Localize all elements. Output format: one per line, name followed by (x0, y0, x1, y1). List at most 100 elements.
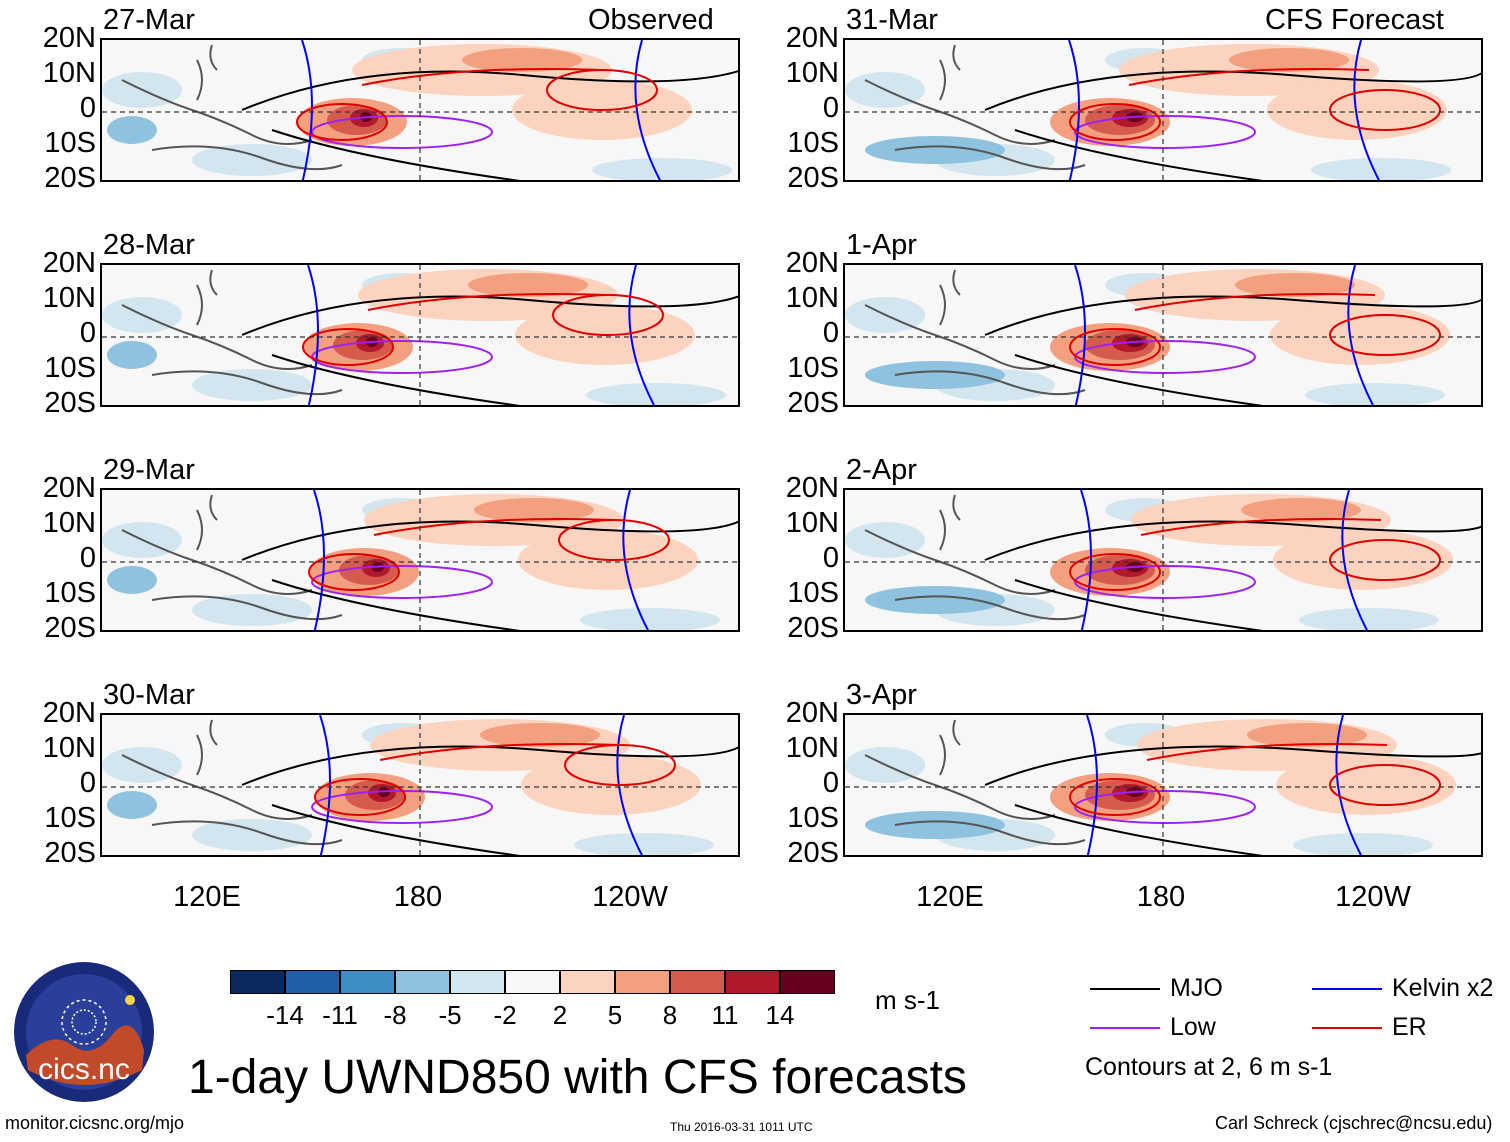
panel-date-left-3: 30-Mar (103, 679, 195, 711)
cics-logo: cics.nc (12, 960, 157, 1105)
colorbar-swatch (560, 970, 615, 994)
colorbar-label: 11 (711, 1000, 739, 1030)
map-panel-left-1 (100, 263, 740, 407)
lat-label: 20N (42, 22, 96, 54)
lon-label: 120W (592, 881, 668, 913)
lat-label: 20N (785, 697, 839, 729)
colorbar-label: 2 (552, 1000, 568, 1030)
lat-label: 20S (787, 612, 839, 644)
lat-label: 10S (44, 352, 96, 384)
map-panel-right-2 (843, 488, 1483, 632)
lat-label: 20S (787, 837, 839, 869)
lat-label: 0 (79, 542, 96, 574)
lat-label: 10S (787, 802, 839, 834)
legend-label: Kelvin x2 (1392, 974, 1494, 1002)
colorbar-label: 8 (662, 1000, 678, 1030)
footer-author: Carl Schreck (cjschrec@ncsu.edu) (1215, 1113, 1493, 1133)
colorbar-swatch (780, 970, 835, 994)
lat-label: 10N (42, 507, 96, 539)
lat-label: 20N (42, 697, 96, 729)
lat-label: 0 (822, 767, 839, 799)
lon-label: 120E (173, 881, 241, 913)
legend-swatch-low (1090, 1027, 1160, 1029)
map-panel-left-2 (100, 488, 740, 632)
legend-swatch-kelvin-x2 (1312, 988, 1382, 990)
lon-label: 120W (1335, 881, 1411, 913)
lat-label: 10N (785, 732, 839, 764)
map-panel-right-0 (843, 38, 1483, 182)
lat-label: 20S (44, 162, 96, 194)
colorbar-label: -2 (493, 1000, 517, 1030)
lon-label: 120E (916, 881, 984, 913)
lat-label: 20N (42, 247, 96, 279)
lat-label: 20N (42, 472, 96, 504)
main-title: 1-day UWND850 with CFS forecasts (188, 1051, 967, 1104)
lat-label: 0 (822, 317, 839, 349)
map-panel-left-3 (100, 713, 740, 857)
legend-swatch-er (1312, 1027, 1382, 1029)
lat-label: 0 (822, 542, 839, 574)
colorbar-swatch (450, 970, 505, 994)
colorbar-swatch (230, 970, 285, 994)
observed-header: Observed (588, 4, 714, 36)
cfs-forecast-header: CFS Forecast (1265, 4, 1444, 36)
colorbar-label: -5 (438, 1000, 462, 1030)
lon-label: 180 (1136, 881, 1186, 913)
lat-label: 20S (44, 612, 96, 644)
panel-date-left-0: 27-Mar (103, 4, 195, 36)
colorbar-label: -8 (383, 1000, 407, 1030)
colorbar-label: 14 (765, 1000, 795, 1030)
lat-label: 0 (822, 92, 839, 124)
map-panel-left-0 (100, 38, 740, 182)
panel-date-right-2: 2-Apr (846, 454, 917, 486)
logo-text: cics.nc (38, 1053, 130, 1086)
lat-label: 20S (787, 387, 839, 419)
lat-label: 0 (79, 92, 96, 124)
lat-label: 10N (42, 282, 96, 314)
colorbar-label: -14 (266, 1000, 304, 1030)
lat-label: 0 (79, 317, 96, 349)
lat-label: 20S (44, 387, 96, 419)
colorbar-swatch (340, 970, 395, 994)
colorbar-units: m s-1 (875, 985, 940, 1015)
lat-label: 10S (44, 127, 96, 159)
lat-label: 10N (785, 282, 839, 314)
colorbar-swatch (285, 970, 340, 994)
lat-label: 10S (787, 577, 839, 609)
lat-label: 20N (785, 247, 839, 279)
lat-label: 20S (787, 162, 839, 194)
lat-label: 10N (785, 57, 839, 89)
colorbar-swatch (725, 970, 780, 994)
lat-label: 20N (785, 472, 839, 504)
footer-timestamp: Thu 2016-03-31 1011 UTC (670, 1120, 813, 1134)
legend-label: MJO (1170, 974, 1223, 1002)
legend-label: ER (1392, 1013, 1427, 1041)
colorbar-swatch (395, 970, 450, 994)
panel-date-left-2: 29-Mar (103, 454, 195, 486)
panel-date-right-0: 31-Mar (846, 4, 938, 36)
legend-label: Low (1170, 1013, 1216, 1041)
colorbar-swatch (615, 970, 670, 994)
lat-label: 10N (42, 732, 96, 764)
legend-note: Contours at 2, 6 m s-1 (1085, 1053, 1333, 1081)
colorbar-label: 5 (607, 1000, 623, 1030)
panel-date-right-3: 3-Apr (846, 679, 917, 711)
lat-label: 10S (787, 352, 839, 384)
legend-swatch-mjo (1090, 988, 1160, 990)
lat-label: 20N (785, 22, 839, 54)
panel-date-right-1: 1-Apr (846, 229, 917, 261)
map-panel-right-3 (843, 713, 1483, 857)
panel-date-left-1: 28-Mar (103, 229, 195, 261)
map-panel-right-1 (843, 263, 1483, 407)
colorbar-swatch (670, 970, 725, 994)
colorbar-swatch (505, 970, 560, 994)
lat-label: 10S (787, 127, 839, 159)
footer-url: monitor.cicsnc.org/mjo (5, 1113, 185, 1133)
lat-label: 20S (44, 837, 96, 869)
lat-label: 0 (79, 767, 96, 799)
lat-label: 10N (42, 57, 96, 89)
lon-label: 180 (393, 881, 443, 913)
lat-label: 10S (44, 802, 96, 834)
lat-label: 10S (44, 577, 96, 609)
lat-label: 10N (785, 507, 839, 539)
